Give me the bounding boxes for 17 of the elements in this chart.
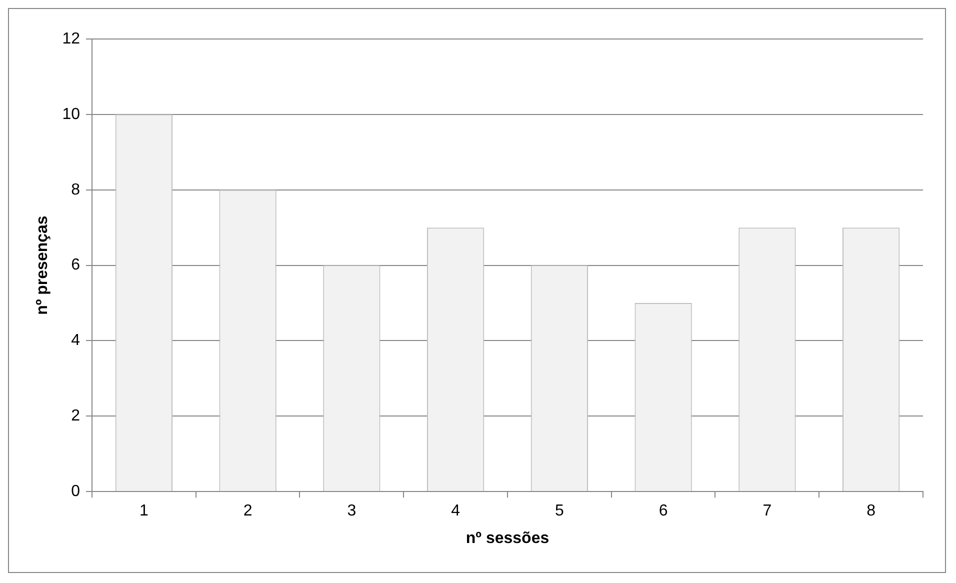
x-tick-label: 2 <box>243 502 252 520</box>
x-tick-label: 5 <box>554 502 564 520</box>
x-tick-label: 8 <box>866 502 876 520</box>
y-tick-label: 4 <box>71 332 80 350</box>
y-tick-label: 10 <box>62 106 80 123</box>
y-tick-label: 12 <box>62 30 80 48</box>
x-axis-title: nº sessões <box>466 530 550 547</box>
x-tick-label: 6 <box>658 502 668 520</box>
y-tick-label: 2 <box>71 408 80 425</box>
x-tick-label: 7 <box>762 502 772 520</box>
x-tick-label: 3 <box>347 502 356 520</box>
x-tick-label: 4 <box>451 502 460 520</box>
y-tick-label: 8 <box>71 181 80 198</box>
x-tick-label: 1 <box>139 502 148 520</box>
y-tick-label: 0 <box>71 483 80 500</box>
y-axis-title: nº presenças <box>34 216 52 315</box>
y-tick-label: 6 <box>71 256 80 274</box>
